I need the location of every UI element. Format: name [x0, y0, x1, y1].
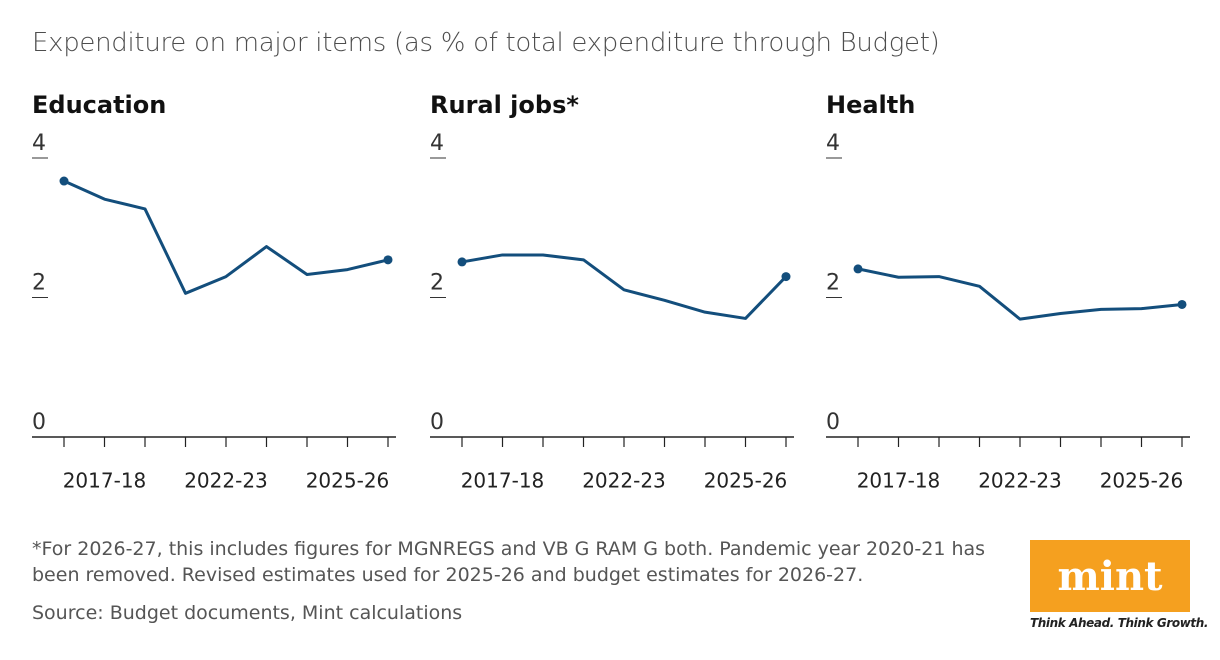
x-tick-label: 2022-23: [184, 469, 268, 493]
source: Source: Budget documents, Mint calculati…: [32, 602, 463, 624]
logo-tagline: Think Ahead. Think Growth.: [1030, 616, 1209, 630]
x-tick-label: 2022-23: [582, 469, 666, 493]
y-tick-label: 0: [826, 410, 840, 435]
end-point: [383, 255, 393, 265]
y-tick-label: 2: [32, 271, 46, 296]
x-tick-label: 2017-18: [461, 469, 545, 493]
end-point: [781, 272, 791, 282]
y-tick-label: 4: [430, 131, 444, 156]
panel-title: Rural jobs*: [430, 91, 579, 119]
x-tick-label: 2025-26: [306, 469, 390, 493]
x-tick-label: 2017-18: [857, 469, 941, 493]
y-tick-label: 0: [32, 410, 46, 435]
y-tick-label: 4: [32, 131, 46, 156]
line: [63, 179, 389, 295]
line: [461, 253, 788, 320]
footnote: *For 2026-27, this includes figures for …: [32, 538, 986, 586]
panel-title: Health: [826, 91, 915, 119]
y-tick-label: 4: [826, 131, 840, 156]
end-point: [853, 264, 863, 274]
end-point: [1177, 299, 1187, 309]
charts: Education 0 2 4 2017-18 2022-23 2025-26 Rural j…: [32, 91, 1190, 493]
y-tick-label: 0: [430, 410, 444, 435]
chart-header: Expenditure on major items (as % of tota…: [32, 28, 940, 58]
y-tick-label: 2: [430, 271, 444, 296]
y-tick-label: 2: [826, 271, 840, 296]
end-point: [59, 176, 69, 186]
x-tick-label: 2022-23: [978, 469, 1062, 493]
x-tick-label: 2025-26: [1100, 469, 1184, 493]
x-tick-label: 2025-26: [704, 469, 788, 493]
panel-title: Education: [32, 91, 166, 119]
end-point: [457, 257, 467, 267]
logo: mint: [1030, 540, 1190, 612]
x-tick-label: 2017-18: [63, 469, 147, 493]
line: [857, 267, 1183, 321]
